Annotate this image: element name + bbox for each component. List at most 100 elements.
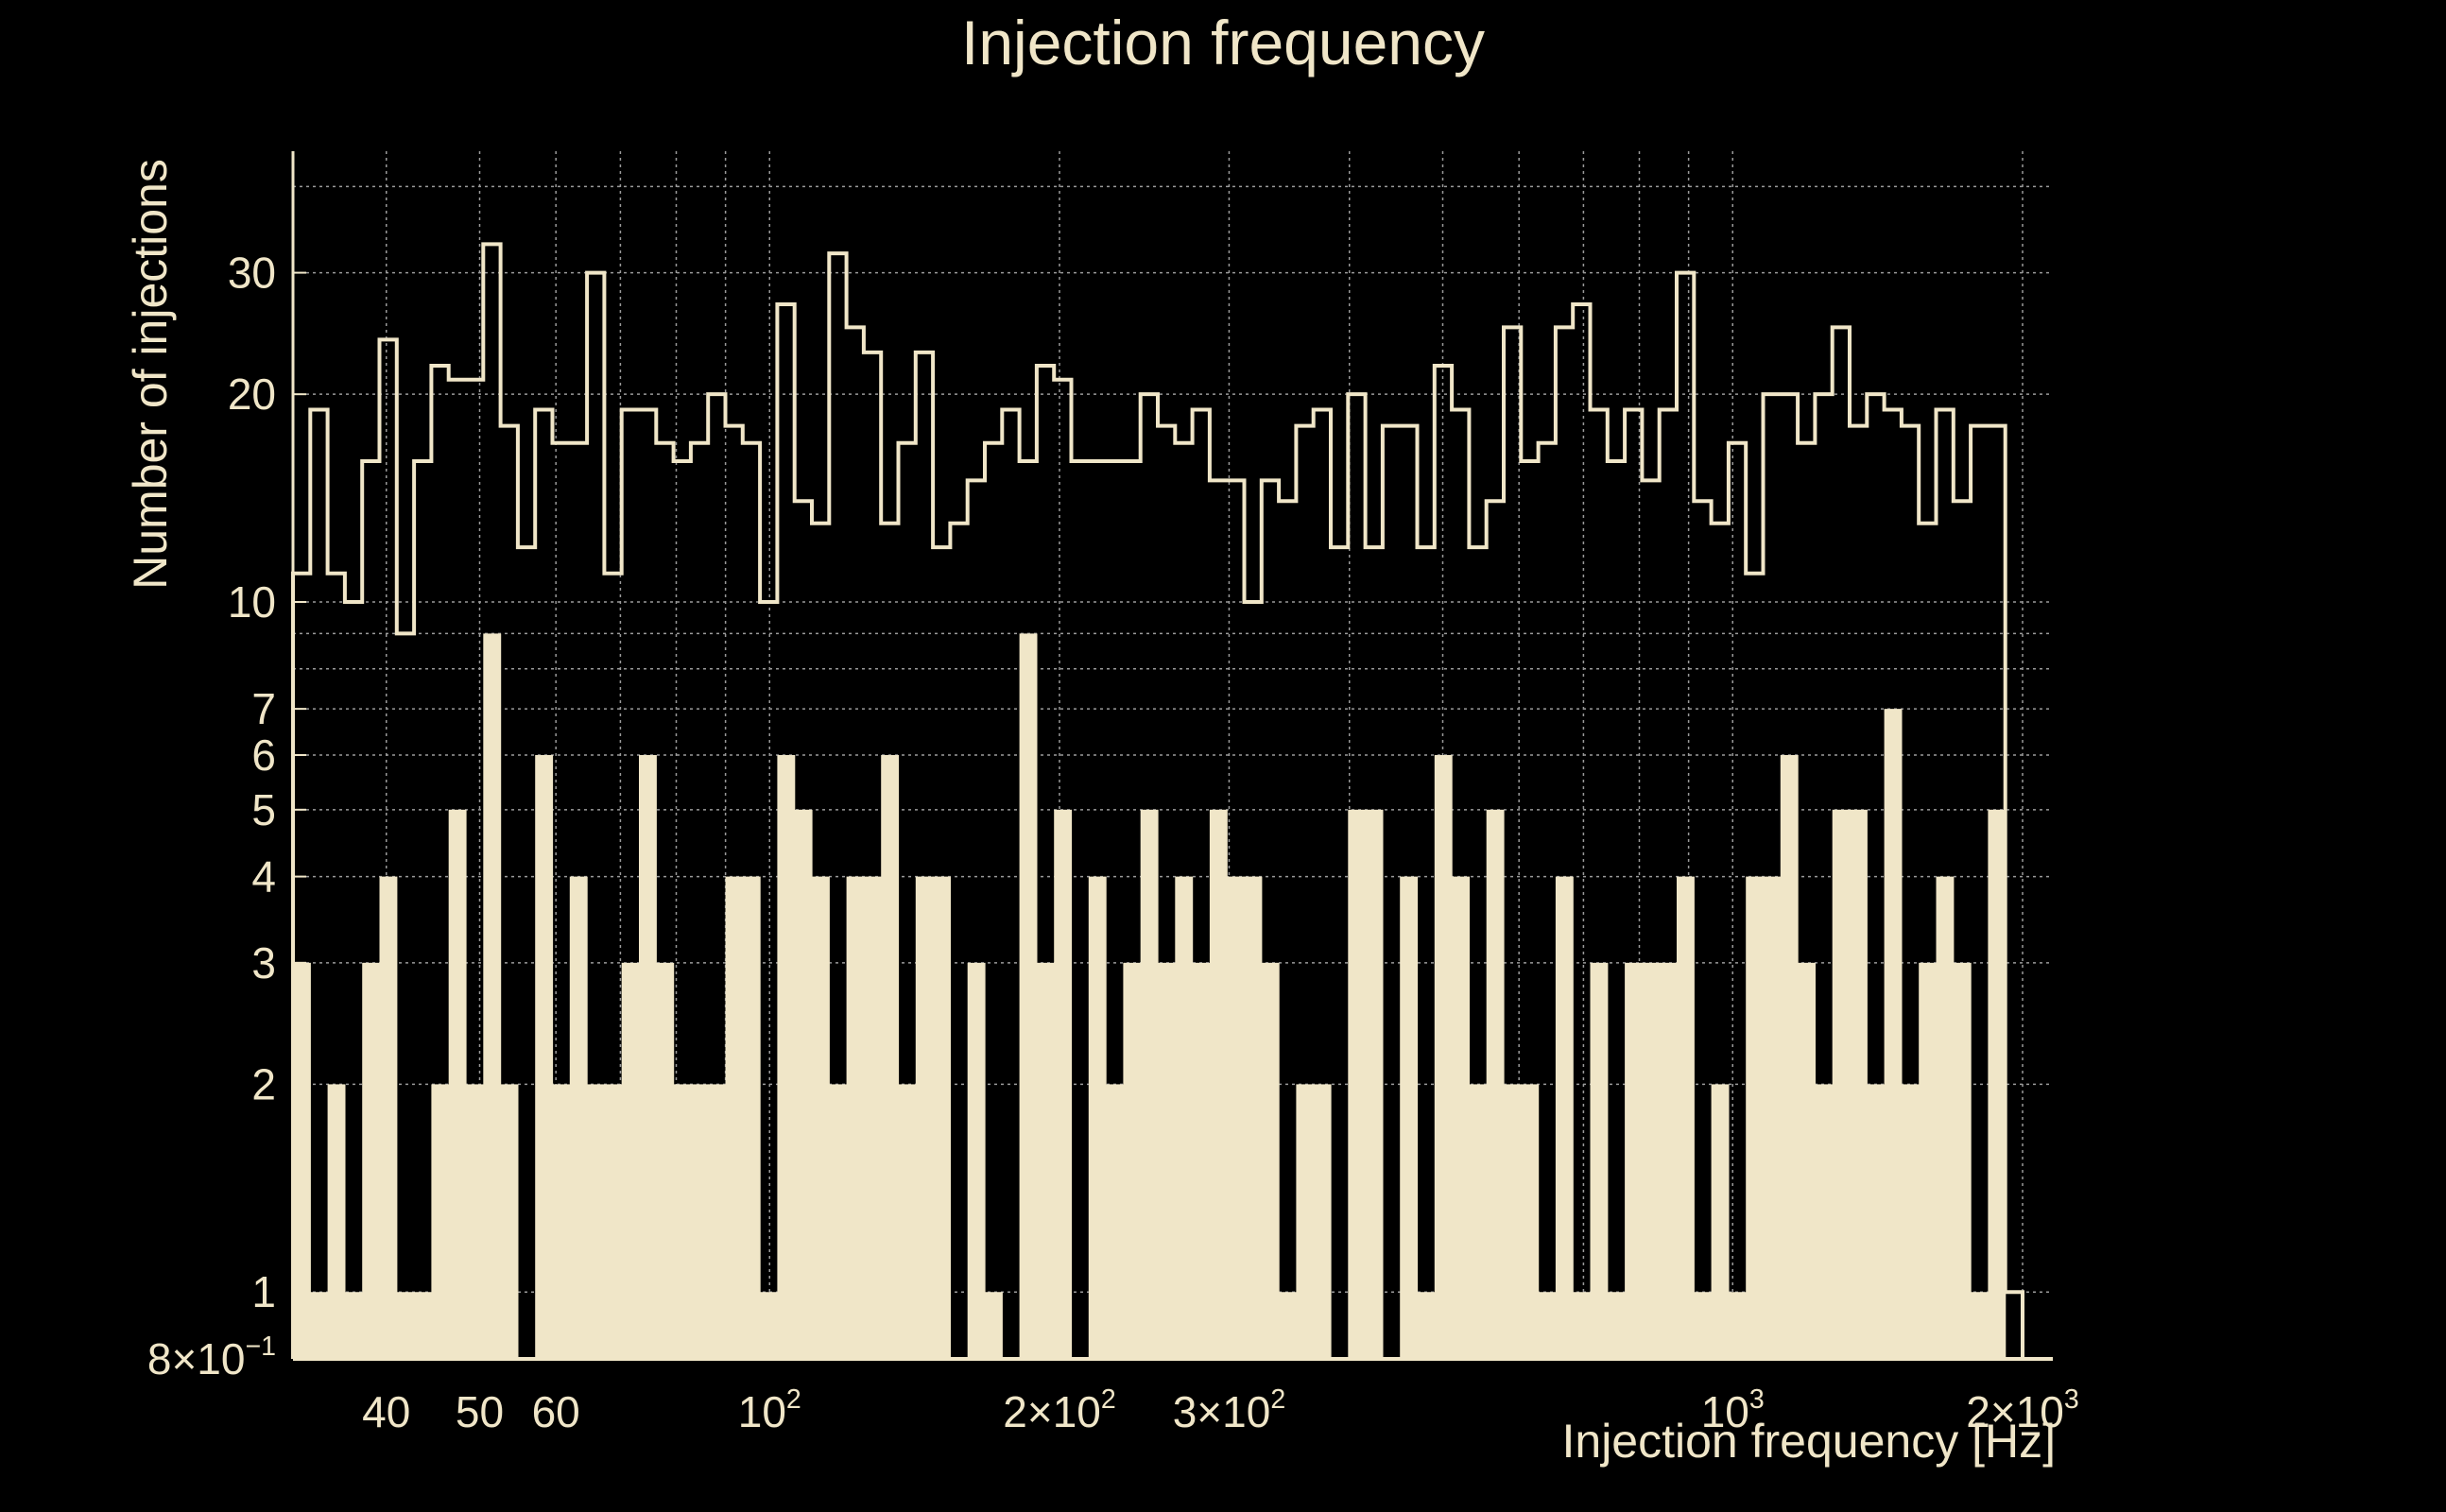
histogram-bar	[1348, 809, 1367, 1359]
histogram-bar	[1538, 1292, 1557, 1359]
histogram-bar	[1486, 809, 1505, 1359]
histogram-bar	[1209, 809, 1228, 1359]
histogram-bar	[1296, 1084, 1315, 1359]
histogram-bar	[1590, 962, 1609, 1359]
y-tick-label: 1	[251, 1267, 276, 1316]
histogram-bar	[1400, 876, 1419, 1359]
histogram-bar	[984, 1292, 1003, 1359]
x-tick-label: 2×103	[1966, 1384, 2078, 1436]
histogram-bar	[1313, 1084, 1332, 1359]
histogram-bar	[1832, 809, 1851, 1359]
x-tick-label: 2×102	[1003, 1384, 1115, 1436]
histogram-bar	[881, 755, 900, 1359]
histogram-bar	[811, 876, 830, 1359]
histogram-bar	[742, 876, 761, 1359]
filled-histogram	[293, 633, 2007, 1359]
histogram-bar	[1659, 962, 1678, 1359]
y-tick-label: 5	[251, 785, 276, 834]
chart-title: Injection frequency	[961, 8, 1485, 77]
histogram-bar	[863, 876, 882, 1359]
histogram-bar	[1175, 876, 1194, 1359]
x-axis-label: Injection frequency [Hz]	[1562, 1415, 2057, 1468]
histogram-bar	[1728, 1292, 1747, 1359]
histogram-bar	[656, 962, 675, 1359]
y-tick-label: 30	[228, 249, 276, 298]
histogram-bar	[1261, 962, 1280, 1359]
histogram-bar	[569, 876, 588, 1359]
histogram-bar	[760, 1292, 778, 1359]
histogram-bar	[310, 1292, 329, 1359]
histogram-bar	[414, 1292, 432, 1359]
histogram-bar	[1244, 876, 1263, 1359]
histogram-bar	[344, 1292, 363, 1359]
x-tick-labels: 40 50 60 102 2×102 3×102 103 2×103	[362, 1346, 2079, 1436]
histogram-bar	[777, 755, 796, 1359]
histogram-bar	[1867, 1084, 1886, 1359]
histogram-bar	[448, 809, 467, 1359]
histogram-bar	[1849, 809, 1868, 1359]
histogram-bar	[465, 1084, 484, 1359]
histogram-bar	[794, 809, 813, 1359]
histogram-bar	[431, 1084, 450, 1359]
histogram-bar	[552, 1084, 571, 1359]
histogram-bar	[604, 1084, 623, 1359]
x-tick-label: 50	[456, 1387, 504, 1436]
y-tick-label: 20	[228, 369, 276, 419]
x-tick-label: 102	[738, 1384, 801, 1436]
x-tick-label: 3×102	[1173, 1384, 1285, 1436]
histogram-bar	[708, 1084, 727, 1359]
histogram-bar	[1192, 962, 1211, 1359]
histogram-bar	[1140, 809, 1159, 1359]
histogram-bar	[1798, 962, 1816, 1359]
histogram-bar	[1365, 809, 1384, 1359]
histogram-bar	[1279, 1292, 1297, 1359]
histogram-bar	[915, 876, 934, 1359]
histogram-bar	[1607, 1292, 1626, 1359]
histogram-bar	[1780, 755, 1799, 1359]
histogram-bar	[1088, 876, 1107, 1359]
histogram-bar	[967, 962, 986, 1359]
histogram-bar	[1503, 1084, 1522, 1359]
histogram-bar	[1642, 962, 1661, 1359]
histogram-bar	[1676, 876, 1695, 1359]
histogram-bar	[1919, 962, 1938, 1359]
x-tick-label: 60	[532, 1387, 580, 1436]
y-tick-label: 4	[251, 852, 276, 902]
y-tick-label: 2	[251, 1059, 276, 1108]
histogram-bar	[1953, 962, 1972, 1359]
histogram-bar	[1555, 876, 1574, 1359]
histogram-bar	[1711, 1084, 1730, 1359]
histogram-bar	[1106, 1084, 1124, 1359]
y-tick-label: 8×10−1	[147, 1332, 276, 1383]
histogram-bar	[898, 1084, 917, 1359]
x-tick-label: 40	[362, 1387, 410, 1436]
histogram-bar	[293, 962, 311, 1359]
histogram-bar	[1936, 876, 1955, 1359]
histogram-bar	[396, 1292, 415, 1359]
histogram-bar	[690, 1084, 709, 1359]
histogram-bar	[1746, 876, 1765, 1359]
histogram-bar	[1971, 1292, 1989, 1359]
histogram-bar	[587, 1084, 605, 1359]
histogram-bar	[1763, 876, 1782, 1359]
histogram-bar	[379, 876, 398, 1359]
histogram-bar	[1417, 1292, 1436, 1359]
histogram-bar	[1452, 876, 1470, 1359]
histogram-bar	[829, 1084, 848, 1359]
histogram-bar	[1019, 633, 1038, 1359]
histogram-bar	[1227, 876, 1246, 1359]
histogram-bar	[1694, 1292, 1713, 1359]
histogram-bar	[846, 876, 865, 1359]
histogram-bar	[1521, 1084, 1540, 1359]
histogram-bar	[1573, 1292, 1592, 1359]
histogram-bar	[500, 1084, 519, 1359]
histogram-bar	[1625, 962, 1643, 1359]
histogram-bar	[1434, 755, 1453, 1359]
histogram-bar	[725, 876, 744, 1359]
histogram-bar	[1123, 962, 1142, 1359]
histogram-bar	[621, 962, 640, 1359]
histogram-bar	[1157, 962, 1176, 1359]
step-series-line	[291, 242, 2024, 1359]
histogram-bar	[535, 755, 554, 1359]
